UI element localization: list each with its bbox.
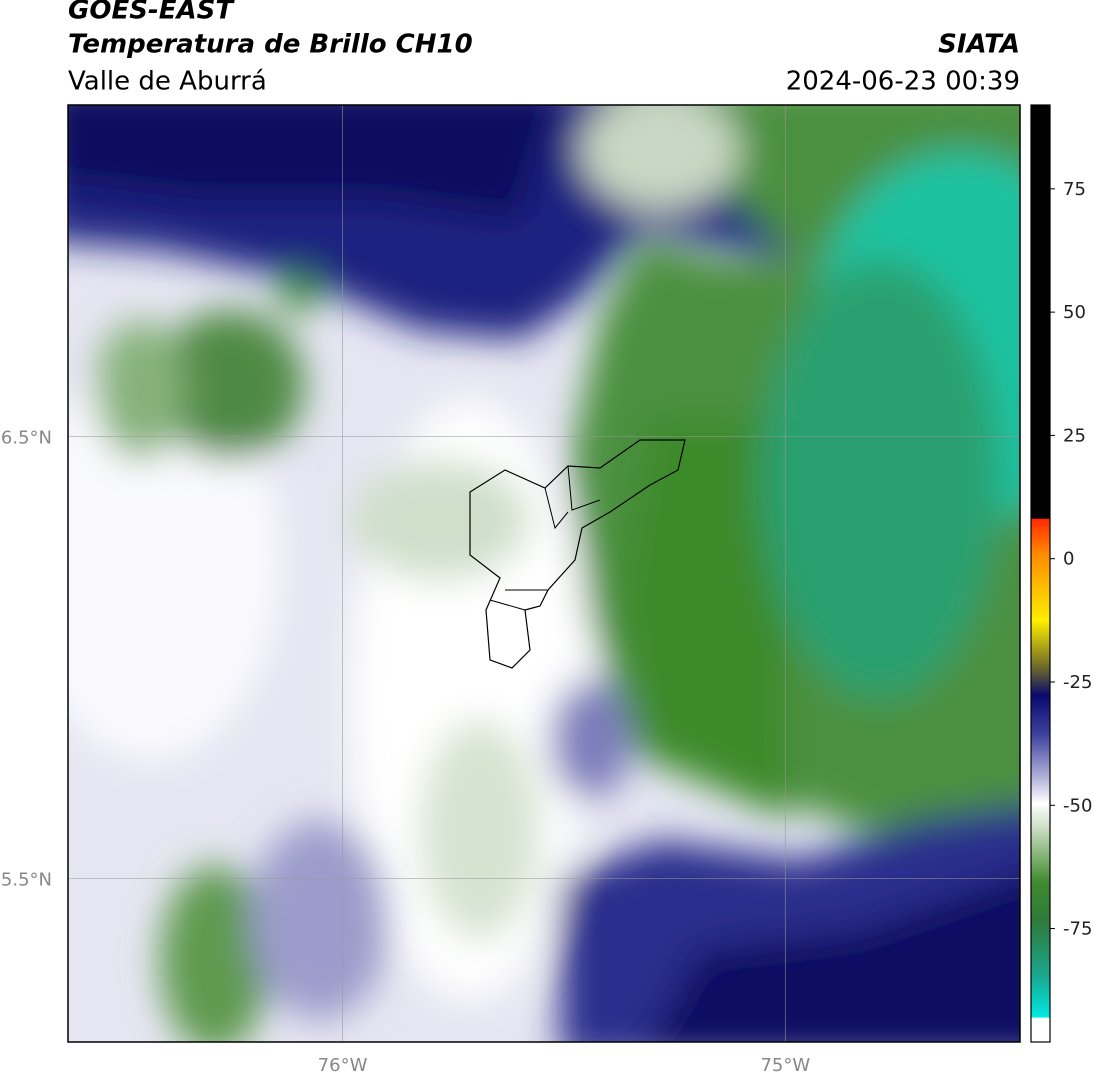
lat-label: 6.5°N	[1, 427, 52, 448]
colorbar-tick-label: -75	[1063, 919, 1092, 940]
map-frame	[67, 104, 1021, 1043]
colorbar-tick-label: -25	[1063, 672, 1092, 693]
title: GOES-EAST	[68, 0, 235, 26]
colorbar-tick-label: 0	[1063, 549, 1074, 570]
colorbar	[1030, 104, 1051, 1043]
lon-label: 76°W	[318, 1055, 368, 1076]
source: SIATA	[938, 30, 1020, 60]
colorbar-tick-label: -50	[1063, 795, 1092, 816]
colorbar-tick-label: 75	[1063, 179, 1086, 200]
region: Valle de Aburrá	[68, 67, 267, 97]
lon-label: 75°W	[760, 1055, 810, 1076]
subtitle: Temperatura de Brillo CH10	[68, 30, 473, 60]
lat-label: 5.5°N	[1, 869, 52, 890]
map-image	[68, 105, 1020, 1042]
datetime: 2024-06-23 00:39	[786, 67, 1020, 97]
colorbar-tick-label: 50	[1063, 302, 1086, 323]
colorbar-tick-label: 25	[1063, 425, 1086, 446]
